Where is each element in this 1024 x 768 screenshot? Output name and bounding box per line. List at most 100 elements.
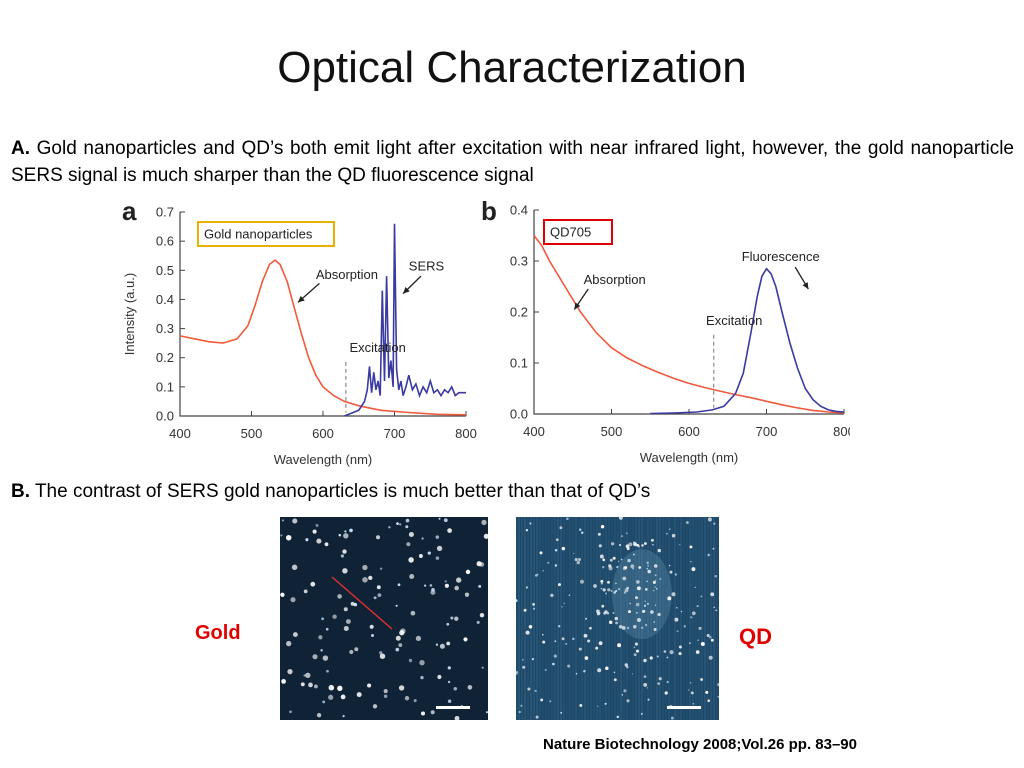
particle-dot (595, 646, 599, 650)
particle-dot (609, 558, 613, 562)
particle-dot (643, 658, 647, 663)
particle-dot (675, 606, 678, 609)
x-tick-label: 800 (455, 426, 477, 441)
particle-dot (396, 522, 399, 525)
particle-dot (604, 702, 607, 705)
particle-dot (706, 634, 710, 637)
particle-dot (383, 689, 388, 694)
annotation-fluorescence: Fluorescence (742, 249, 820, 264)
particle-dot (281, 519, 285, 522)
particle-dot (633, 624, 637, 629)
particle-dot (280, 592, 285, 597)
particle-dot (410, 610, 416, 616)
particle-dot (535, 715, 539, 719)
paragraph-a-label: A. (11, 138, 30, 159)
particle-dot (540, 698, 544, 702)
particle-dot (695, 650, 700, 654)
qd-microscopy-image (516, 517, 719, 720)
particle-dot (476, 620, 480, 624)
paragraph-b-text: The contrast of SERS gold nanoparticles … (34, 481, 651, 502)
particle-dot (657, 612, 661, 617)
particle-dot (280, 534, 283, 537)
particle-dot (664, 691, 668, 695)
particle-dot (668, 528, 671, 531)
particle-dot (613, 591, 617, 594)
particle-dot (481, 519, 487, 526)
particle-dot (320, 649, 323, 652)
particle-dot (579, 528, 582, 531)
particle-dot (544, 668, 547, 672)
particle-dot (650, 611, 652, 614)
particle-dot (631, 673, 634, 675)
particle-dot (690, 616, 693, 619)
particle-dot (601, 604, 605, 608)
particle-dot (316, 538, 322, 544)
particle-dot (597, 532, 601, 536)
particle-dot (322, 700, 326, 704)
slide-title: Optical Characterization (277, 43, 747, 92)
paragraph-a-text: Gold nanoparticles and QD’s both emit li… (11, 138, 1014, 186)
particle-dot (643, 675, 647, 678)
particle-dot (398, 643, 403, 648)
particle-dot (312, 529, 317, 534)
particle-dot (350, 601, 355, 606)
particle-dot (678, 652, 682, 656)
particle-dot (408, 557, 414, 563)
particle-dot (612, 556, 616, 560)
particle-dot (305, 538, 309, 542)
particle-dot (420, 711, 426, 716)
particle-dot (633, 541, 636, 544)
particle-dot (589, 626, 592, 630)
particle-dot (409, 573, 415, 580)
particle-dot (610, 542, 615, 546)
x-axis-label: Wavelength (nm) (274, 452, 373, 467)
particle-dot (561, 546, 566, 551)
particle-dot (362, 577, 368, 583)
particle-dot (626, 666, 629, 669)
panel-letter: b (481, 196, 497, 226)
particle-dot (641, 626, 644, 629)
particle-dot (600, 579, 604, 583)
particle-dot (618, 624, 623, 629)
particle-dot (342, 568, 348, 574)
particle-dot (585, 617, 588, 620)
particle-dot (624, 588, 629, 593)
particle-dot (285, 534, 292, 541)
particle-dot (379, 653, 386, 659)
x-tick-label: 700 (756, 424, 778, 439)
particle-dot (717, 682, 719, 687)
annotation-arrow-head (802, 282, 809, 290)
particle-dot (456, 577, 462, 583)
particle-dot (623, 591, 627, 594)
particle-dot (598, 641, 603, 646)
scale-bar (436, 706, 470, 709)
particle-dot (525, 586, 528, 589)
particle-dot (542, 640, 546, 644)
particle-dot (408, 531, 414, 538)
particle-dot (666, 656, 669, 659)
particle-dot (691, 611, 696, 616)
particle-dot (305, 672, 311, 678)
particle-dot (663, 650, 667, 653)
particle-dot (563, 602, 565, 604)
particle-dot (597, 705, 599, 707)
particle-dot (608, 620, 613, 625)
particle-dot (636, 611, 638, 614)
particle-dot (383, 694, 388, 699)
particle-dot (628, 542, 633, 547)
particle-dot (653, 621, 656, 623)
particle-dot (620, 535, 623, 538)
particle-dot (583, 670, 586, 673)
series-line-fluorescence (650, 267, 845, 415)
particle-dot (465, 569, 471, 575)
particle-dot (635, 649, 640, 653)
particle-dot (617, 587, 621, 591)
particle-dot (694, 586, 696, 589)
particle-dot (435, 535, 440, 539)
particle-dot (630, 564, 635, 569)
particle-dot (635, 602, 640, 607)
particle-dot (643, 604, 647, 607)
particle-dot (522, 665, 526, 669)
particle-dot (654, 574, 657, 577)
particle-dot (467, 685, 473, 690)
